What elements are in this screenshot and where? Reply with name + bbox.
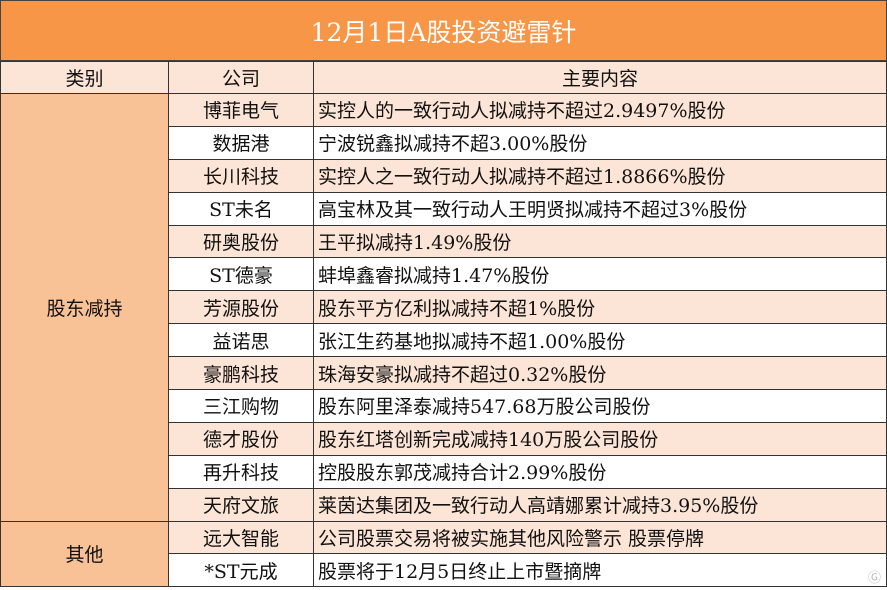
content-cell: 股东阿里泽泰减持547.68万股公司股份 [313, 389, 887, 423]
header-category: 类别 [0, 61, 169, 94]
category-cell: 股东减持 [0, 93, 169, 522]
watermark-logo: Ⓖ [867, 571, 881, 586]
table-row: 芳源股份 股东平方亿利拟减持不超1%股份 [1, 290, 887, 325]
company-cell: 德才股份 [168, 421, 314, 456]
table-row: 长川科技 实控人之一致行动人拟减持不超过1.8866%股份 [1, 158, 887, 193]
company-cell: ST未名 [168, 191, 314, 226]
table-row: 再升科技 控股股东郭茂减持合计2.99%股份 [1, 454, 887, 489]
company-cell: 远大智能 [168, 520, 314, 555]
category-cell: 其他 [0, 520, 169, 588]
header-company: 公司 [168, 61, 314, 94]
table-row: 数据港 宁波锐鑫拟减持不超3.00%股份 [1, 125, 887, 160]
content-cell: 珠海安豪拟减持不超过0.32%股份 [313, 356, 887, 391]
header-row: 类别 公司 主要内容 [0, 61, 887, 94]
company-cell: *ST元成 [168, 553, 314, 588]
company-cell: 芳源股份 [168, 290, 314, 325]
table-row: 股东减持 博菲电气 实控人的一致行动人拟减持不超过2.9497%股份 [0, 93, 887, 522]
table-row: ST未名 高宝林及其一致行动人王明贤拟减持不超过3%股份 [1, 191, 887, 226]
company-cell: 博菲电气 [168, 93, 314, 127]
company-cell: 益诺思 [168, 323, 314, 358]
table-row: 豪鹏科技 珠海安豪拟减持不超过0.32%股份 [1, 356, 887, 391]
header-content: 主要内容 [313, 61, 887, 94]
company-cell: ST德豪 [168, 257, 314, 292]
content-cell: 蚌埠鑫睿拟减持1.47%股份 [313, 257, 887, 292]
table-row: ST德豪 蚌埠鑫睿拟减持1.47%股份 [1, 257, 887, 292]
content-cell: 高宝林及其一致行动人王明贤拟减持不超过3%股份 [313, 191, 887, 226]
content-cell: 控股股东郭茂减持合计2.99%股份 [313, 454, 887, 489]
content-cell: 莱茵达集团及一致行动人高靖娜累计减持3.95%股份 [313, 487, 887, 522]
table-row: 德才股份 股东红塔创新完成减持140万股公司股份 [1, 421, 887, 456]
content-cell: 股东平方亿利拟减持不超1%股份 [313, 290, 887, 325]
table-row: 研奥股份 王平拟减持1.49%股份 [1, 224, 887, 259]
table-row: 三江购物 股东阿里泽泰减持547.68万股公司股份 [1, 389, 887, 423]
content-cell: 张江生药基地拟减持不超1.00%股份 [313, 323, 887, 358]
table-row: 其他 远大智能 公司股票交易将被实施其他风险警示 股票停牌 [0, 520, 887, 588]
table-row: *ST元成 股票将于12月5日终止上市暨摘牌 [1, 553, 887, 588]
content-cell: 宁波锐鑫拟减持不超3.00%股份 [313, 125, 887, 160]
risk-table: 类别 公司 主要内容 股东减持 博菲电气 实控人的一致行动人拟减持不超过2.9497… [0, 61, 887, 588]
table-row: 天府文旅 莱茵达集团及一致行动人高靖娜累计减持3.95%股份 [1, 487, 887, 522]
company-cell: 研奥股份 [168, 224, 314, 259]
company-cell: 三江购物 [168, 389, 314, 423]
table-title: 12月1日A股投资避雷针 [0, 0, 887, 61]
content-cell: 实控人的一致行动人拟减持不超过2.9497%股份 [313, 93, 887, 127]
content-cell: 实控人之一致行动人拟减持不超过1.8866%股份 [313, 158, 887, 193]
company-cell: 数据港 [168, 125, 314, 160]
company-cell: 长川科技 [168, 158, 314, 193]
content-cell: 公司股票交易将被实施其他风险警示 股票停牌 [313, 520, 887, 555]
company-cell: 再升科技 [168, 454, 314, 489]
company-cell: 豪鹏科技 [168, 356, 314, 391]
content-cell: 股票将于12月5日终止上市暨摘牌 [313, 553, 887, 588]
company-cell: 天府文旅 [168, 487, 314, 522]
content-cell: 王平拟减持1.49%股份 [313, 224, 887, 259]
table-row: 益诺思 张江生药基地拟减持不超1.00%股份 [1, 323, 887, 358]
content-cell: 股东红塔创新完成减持140万股公司股份 [313, 421, 887, 456]
